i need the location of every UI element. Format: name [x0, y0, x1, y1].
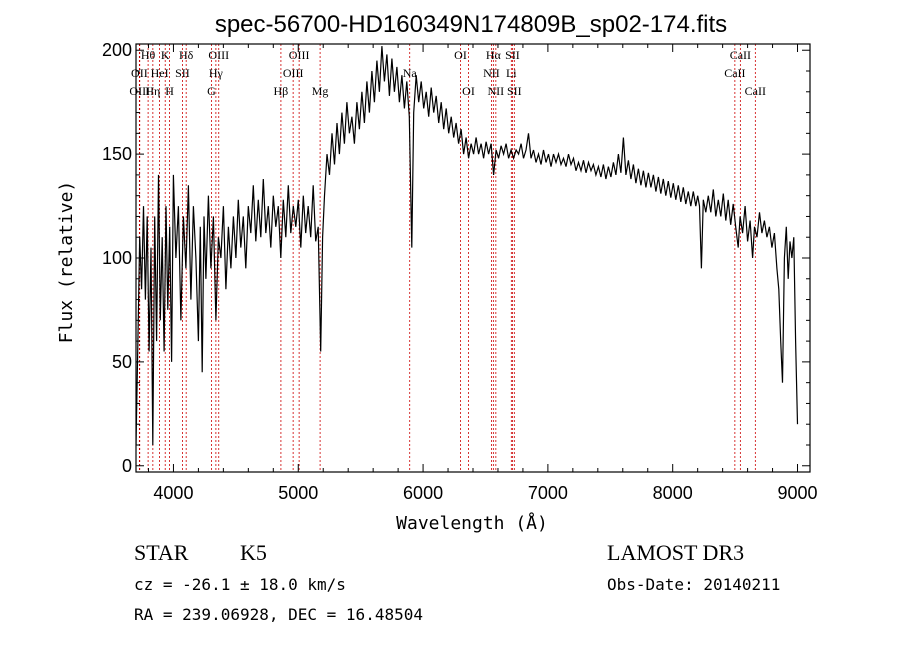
x-tick-label: 6000 [403, 483, 443, 503]
x-axis-label: Wavelength (Å) [396, 512, 548, 534]
line-label: K [161, 48, 170, 62]
line-label: Na [403, 66, 418, 80]
y-tick-label: 200 [102, 40, 132, 60]
spectral-line-markers [138, 44, 756, 472]
x-tick-label: 5000 [278, 483, 318, 503]
line-label: NII [488, 84, 505, 98]
y-axis-label: Flux (relative) [56, 181, 77, 344]
spectral-line-labels: Hθ OII OIII K HeI Hη H Hδ SII OIII Hγ G Hβ OIII OIII Mg… [129, 48, 766, 98]
x-tick-label: 4000 [153, 483, 193, 503]
y-tick-label: 100 [102, 248, 132, 268]
spectrum-line [136, 46, 799, 446]
line-label: CaII [745, 84, 766, 98]
line-label: SII [505, 48, 520, 62]
line-label: HeI [151, 66, 169, 80]
line-label: CaII [724, 66, 745, 80]
line-label: H [165, 84, 174, 98]
x-tick-label: 7000 [528, 483, 568, 503]
x-tick-label: 8000 [653, 483, 693, 503]
object-subclass: K5 [240, 540, 267, 565]
line-label: OI [462, 84, 475, 98]
y-tick-label: 150 [102, 144, 132, 164]
line-label: SII [175, 66, 190, 80]
line-label: CaII [730, 48, 751, 62]
x-axis-ticks: 4000 5000 6000 7000 8000 9000 [147, 44, 818, 503]
survey-name: LAMOST DR3 [607, 540, 744, 565]
line-label: Mg [312, 84, 329, 98]
y-tick-label: 50 [112, 352, 132, 372]
x-tick-label: 9000 [777, 483, 817, 503]
line-label: Hγ [209, 66, 224, 80]
object-class: STAR [134, 540, 189, 565]
y-axis-ticks: 0 50 100 150 200 [102, 40, 810, 476]
y-tick-label: 0 [122, 456, 132, 476]
plot-frame [135, 43, 811, 473]
line-label: OI [454, 48, 467, 62]
line-label: OII [131, 66, 148, 80]
line-label: Hα [486, 48, 502, 62]
line-label: SII [507, 84, 522, 98]
line-label: Li [506, 66, 517, 80]
line-label: NII [483, 66, 500, 80]
observation-date: Obs-Date: 20140211 [607, 575, 780, 594]
line-label: G [207, 84, 216, 98]
coordinates: RA = 239.06928, DEC = 16.48504 [134, 605, 423, 624]
line-label: OIII [129, 84, 150, 98]
redshift-velocity: cz = -26.1 ± 18.0 km/s [134, 575, 346, 594]
line-label: OIII [283, 66, 304, 80]
line-label: OIII [289, 48, 310, 62]
line-label: OIII [208, 48, 229, 62]
line-label: Hθ [141, 48, 156, 62]
line-label: Hβ [274, 84, 289, 98]
line-label: Hη [145, 84, 160, 98]
line-label: Hδ [179, 48, 194, 62]
chart-title: spec-56700-HD160349N174809B_sp02-174.fit… [215, 11, 727, 38]
